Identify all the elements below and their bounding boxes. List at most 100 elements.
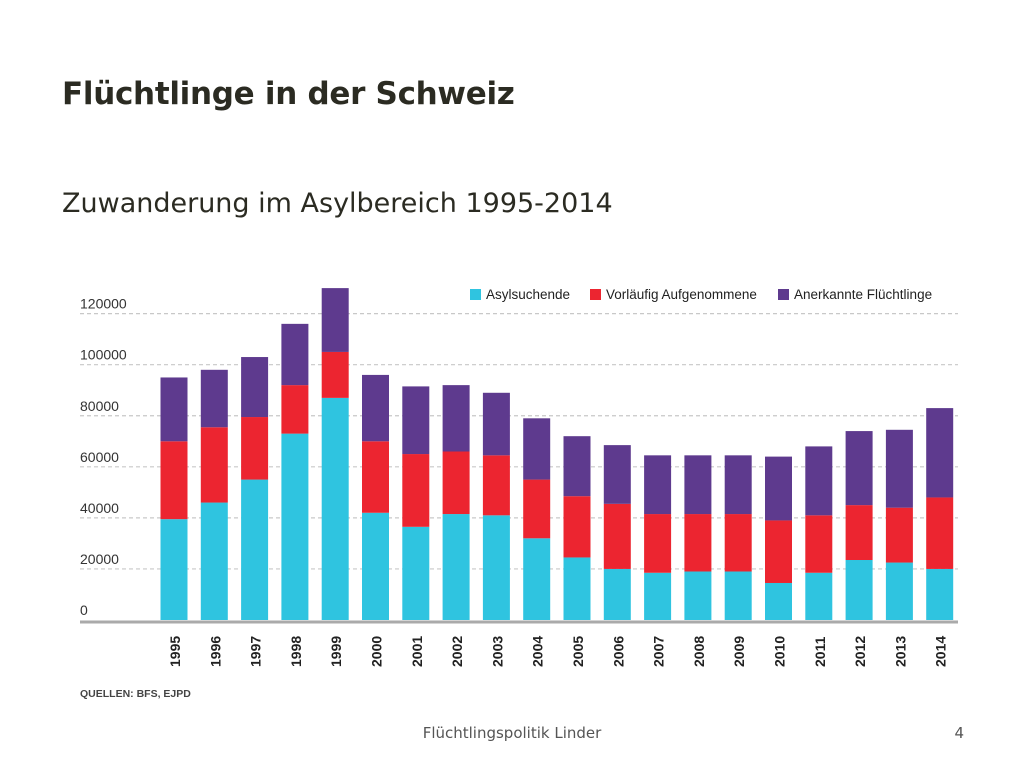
bar-segment-vorlaeufig [442, 451, 470, 515]
x-tick-label: 2001 [409, 636, 425, 667]
legend-label: Vorläufig Aufgenommene [606, 287, 757, 302]
bar-segment-vorlaeufig [402, 454, 430, 527]
x-tick-label: 2008 [691, 636, 707, 667]
bar-segment-asylsuchende [805, 572, 833, 620]
bar-segment-asylsuchende [563, 557, 591, 620]
bar-segment-anerkannt [523, 418, 551, 480]
legend: Asylsuchende Vorläufig Aufgenommene Anerka… [470, 287, 932, 302]
bar-segment-vorlaeufig [845, 505, 873, 561]
x-tick-label: 2013 [892, 636, 908, 667]
bar-segment-asylsuchende [200, 502, 228, 620]
x-tick-label: 2009 [731, 636, 747, 667]
bar-segment-asylsuchende [603, 568, 631, 620]
y-tick-label: 40000 [80, 500, 119, 516]
y-tick-label: 80000 [80, 398, 119, 414]
bar-segment-vorlaeufig [160, 441, 188, 520]
bar-segment-vorlaeufig [926, 497, 954, 569]
x-tick-label: 2014 [933, 636, 949, 667]
x-tick-label: 1995 [167, 636, 183, 667]
slide-subtitle: Zuwanderung im Asylbereich 1995-2014 [62, 188, 613, 219]
bar-segment-vorlaeufig [603, 503, 631, 569]
bar-segment-anerkannt [724, 455, 752, 515]
bar-segment-anerkannt [765, 456, 792, 521]
x-tick-label: 1998 [288, 636, 304, 667]
legend-swatch [590, 289, 601, 300]
source-note: QUELLEN: BFS, EJPD [80, 688, 191, 700]
bar-segment-asylsuchende [402, 526, 430, 620]
bar-segment-asylsuchende [523, 538, 551, 620]
x-tick-label: 2010 [772, 636, 788, 667]
bar-segment-asylsuchende [765, 582, 792, 620]
x-tick-label: 2004 [530, 636, 546, 667]
y-tick-label: 20000 [80, 551, 119, 567]
bar-segment-asylsuchende [845, 560, 873, 620]
footer-text: Flüchtlingspolitik Linder [422, 724, 602, 742]
bar-segment-vorlaeufig [765, 520, 792, 583]
bars [160, 288, 954, 620]
bar-segment-anerkannt [200, 369, 228, 428]
bar-segment-asylsuchende [281, 433, 309, 620]
x-tick-label: 2007 [651, 636, 667, 667]
bar-segment-vorlaeufig [563, 496, 591, 558]
bar-segment-vorlaeufig [241, 417, 269, 480]
bar-segment-anerkannt [885, 429, 913, 508]
slide-title: Flüchtlinge in der Schweiz [62, 76, 515, 112]
x-tick-label: 2000 [369, 636, 385, 667]
bar-segment-asylsuchende [644, 572, 672, 620]
x-tick-label: 1997 [248, 636, 264, 667]
bar-segment-asylsuchende [926, 568, 954, 620]
bar-segment-anerkannt [603, 445, 631, 504]
bar-segment-anerkannt [926, 408, 954, 498]
bar-segment-asylsuchende [160, 519, 188, 620]
x-tick-label: 2011 [812, 636, 828, 667]
y-axis-labels: 0 20000 40000 60000 80000 100000 120000 [80, 296, 127, 618]
bar-segment-anerkannt [845, 431, 873, 506]
x-tick-label: 2012 [852, 636, 868, 667]
bar-segment-asylsuchende [442, 514, 470, 620]
x-tick-label: 2006 [610, 636, 626, 667]
bar-segment-anerkannt [321, 288, 349, 352]
bar-segment-anerkannt [684, 455, 712, 515]
bar-segment-anerkannt [362, 374, 389, 442]
bar-segment-anerkannt [160, 377, 188, 442]
bar-segment-anerkannt [805, 446, 833, 516]
bar-segment-anerkannt [563, 436, 591, 497]
bar-segment-vorlaeufig [805, 515, 833, 573]
bar-segment-asylsuchende [321, 397, 349, 620]
bar-segment-vorlaeufig [281, 385, 309, 434]
bar-segment-asylsuchende [885, 562, 913, 620]
legend-swatch [470, 289, 481, 300]
bar-segment-asylsuchende [482, 515, 510, 620]
bar-segment-vorlaeufig [321, 351, 349, 398]
bar-segment-vorlaeufig [523, 479, 551, 539]
bar-segment-vorlaeufig [482, 455, 510, 516]
bar-segment-anerkannt [402, 386, 430, 455]
bar-segment-anerkannt [442, 385, 470, 452]
legend-label: Anerkannte Flüchtlinge [794, 287, 932, 302]
bar-segment-anerkannt [482, 392, 510, 456]
bar-segment-asylsuchende [724, 571, 752, 620]
x-axis-labels: 1995 1996 1997 1998 1999 2000 2001 2002 2003 2004… [167, 636, 949, 667]
x-tick-label: 1999 [328, 636, 344, 667]
x-tick-label: 2005 [570, 636, 586, 667]
y-tick-label: 100000 [80, 347, 127, 363]
bar-segment-vorlaeufig [644, 514, 672, 573]
legend-swatch [778, 289, 789, 300]
bar-segment-anerkannt [241, 357, 269, 418]
bar-segment-vorlaeufig [885, 507, 913, 563]
bar-segment-vorlaeufig [200, 427, 228, 503]
bar-segment-vorlaeufig [724, 514, 752, 572]
bar-segment-asylsuchende [241, 479, 269, 620]
y-tick-label: 120000 [80, 296, 127, 312]
bar-segment-anerkannt [644, 455, 672, 515]
y-tick-label: 0 [80, 602, 88, 618]
y-tick-label: 60000 [80, 449, 119, 465]
bar-segment-vorlaeufig [684, 514, 712, 572]
bar-segment-vorlaeufig [362, 441, 389, 513]
bar-segment-anerkannt [281, 323, 309, 386]
x-tick-label: 1996 [207, 636, 223, 667]
x-tick-label: 2003 [489, 636, 505, 667]
bar-segment-asylsuchende [362, 512, 389, 620]
legend-label: Asylsuchende [486, 287, 570, 302]
